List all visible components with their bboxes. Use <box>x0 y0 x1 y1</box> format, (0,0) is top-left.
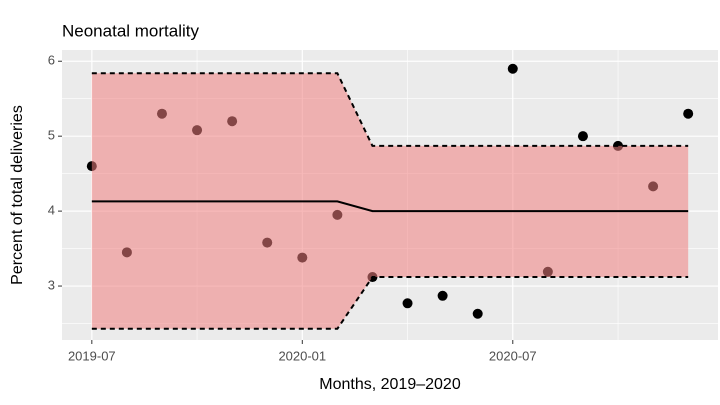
control-band <box>91 73 689 329</box>
data-point <box>507 63 518 74</box>
data-point <box>437 290 448 301</box>
y-tick-label: 3 <box>48 277 55 292</box>
data-point <box>683 108 694 119</box>
data-point <box>472 308 483 319</box>
y-tick-label: 6 <box>48 53 55 68</box>
control-limit <box>91 72 689 147</box>
chart-title: Neonatal mortality <box>62 21 200 40</box>
y-tick-label: 5 <box>48 128 55 143</box>
x-axis-label: Months, 2019–2020 <box>319 376 461 393</box>
center-line <box>91 200 689 213</box>
x-tick-label: 2020-01 <box>278 348 326 363</box>
y-axis-label: Percent of total deliveries <box>9 105 26 285</box>
control-limit <box>91 276 689 330</box>
x-tick-label: 2020-07 <box>489 348 537 363</box>
x-tick-label: 2019-07 <box>68 348 116 363</box>
data-point <box>402 298 413 309</box>
y-tick-label: 4 <box>48 203 55 218</box>
data-point <box>577 131 588 142</box>
